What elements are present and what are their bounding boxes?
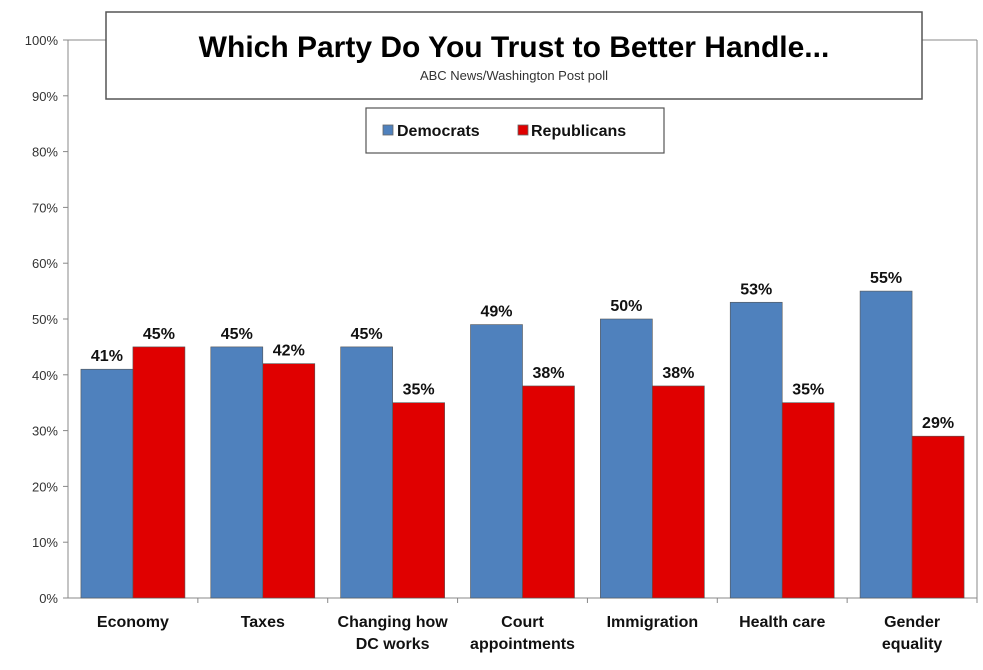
legend-label-republicans: Republicans <box>531 123 626 140</box>
y-tick-label: 20% <box>32 479 58 494</box>
y-tick-label: 10% <box>32 535 58 550</box>
data-label: 35% <box>403 382 435 399</box>
bar-republicans <box>781 402 835 599</box>
data-label: 45% <box>351 326 383 343</box>
bar-democrats <box>600 318 653 599</box>
y-tick-label: 30% <box>32 424 58 439</box>
y-tick-label: 80% <box>32 145 58 160</box>
legend-swatch-democrats <box>382 124 394 136</box>
x-tick-label: Gender <box>884 614 940 631</box>
y-tick-label: 100% <box>25 33 59 48</box>
x-tick-label: DC works <box>356 636 430 653</box>
axes: 0% 10% 20% 30% 40% 50% 60% 70% 80% 90% 100% Economy… <box>25 33 978 653</box>
bars <box>80 290 965 599</box>
x-tick-label: Court <box>501 614 544 631</box>
bar-democrats <box>859 290 913 599</box>
x-tick-label: Changing how <box>338 614 449 631</box>
x-tick-label: appointments <box>470 636 575 653</box>
y-tick-label: 70% <box>32 200 58 215</box>
x-tick-label: Health care <box>739 614 825 631</box>
data-label: 38% <box>662 365 694 382</box>
legend-swatch-republicans <box>517 124 529 136</box>
bar-republicans <box>392 402 445 599</box>
bar-democrats <box>210 346 264 599</box>
y-tick-label: 50% <box>32 312 58 327</box>
chart-subtitle: ABC News/Washington Post poll <box>420 68 608 83</box>
legend-label-democrats: Democrats <box>397 123 480 140</box>
data-labels: 41% 45% 45% 42% 45% 35% 49% 38% 50% 38% 53% 35% 55% 2… <box>91 270 954 432</box>
data-label: 41% <box>91 348 123 365</box>
data-label: 50% <box>610 298 642 315</box>
x-tick-label: Immigration <box>607 614 699 631</box>
bar-republicans <box>262 363 316 599</box>
y-tick-label: 0% <box>39 591 58 606</box>
title-box: Which Party Do You Trust to Better Handl… <box>105 11 923 100</box>
y-tick-label: 90% <box>32 89 58 104</box>
bar-republicans <box>132 346 186 599</box>
y-tick-label: 60% <box>32 256 58 271</box>
data-label: 42% <box>273 343 305 360</box>
data-label: 53% <box>740 281 772 298</box>
bar-democrats <box>729 301 783 599</box>
bar-democrats <box>470 324 523 599</box>
data-label: 38% <box>532 365 564 382</box>
bar-democrats <box>80 368 134 599</box>
y-tick-label: 40% <box>32 368 58 383</box>
x-tick-label: Economy <box>97 614 169 631</box>
data-label: 29% <box>922 415 954 432</box>
x-tick-label: Taxes <box>241 614 285 631</box>
data-label: 45% <box>221 326 253 343</box>
data-label: 35% <box>792 382 824 399</box>
bar-republicans <box>652 385 705 599</box>
data-label: 55% <box>870 270 902 287</box>
bar-democrats <box>340 346 393 599</box>
legend: Democrats Republicans <box>365 107 665 154</box>
x-tick-label: equality <box>882 636 943 653</box>
data-label: 49% <box>480 304 512 321</box>
chart-title: Which Party Do You Trust to Better Handl… <box>199 31 830 64</box>
bar-republicans <box>522 385 575 599</box>
data-label: 45% <box>143 326 175 343</box>
bar-republicans <box>911 435 965 599</box>
